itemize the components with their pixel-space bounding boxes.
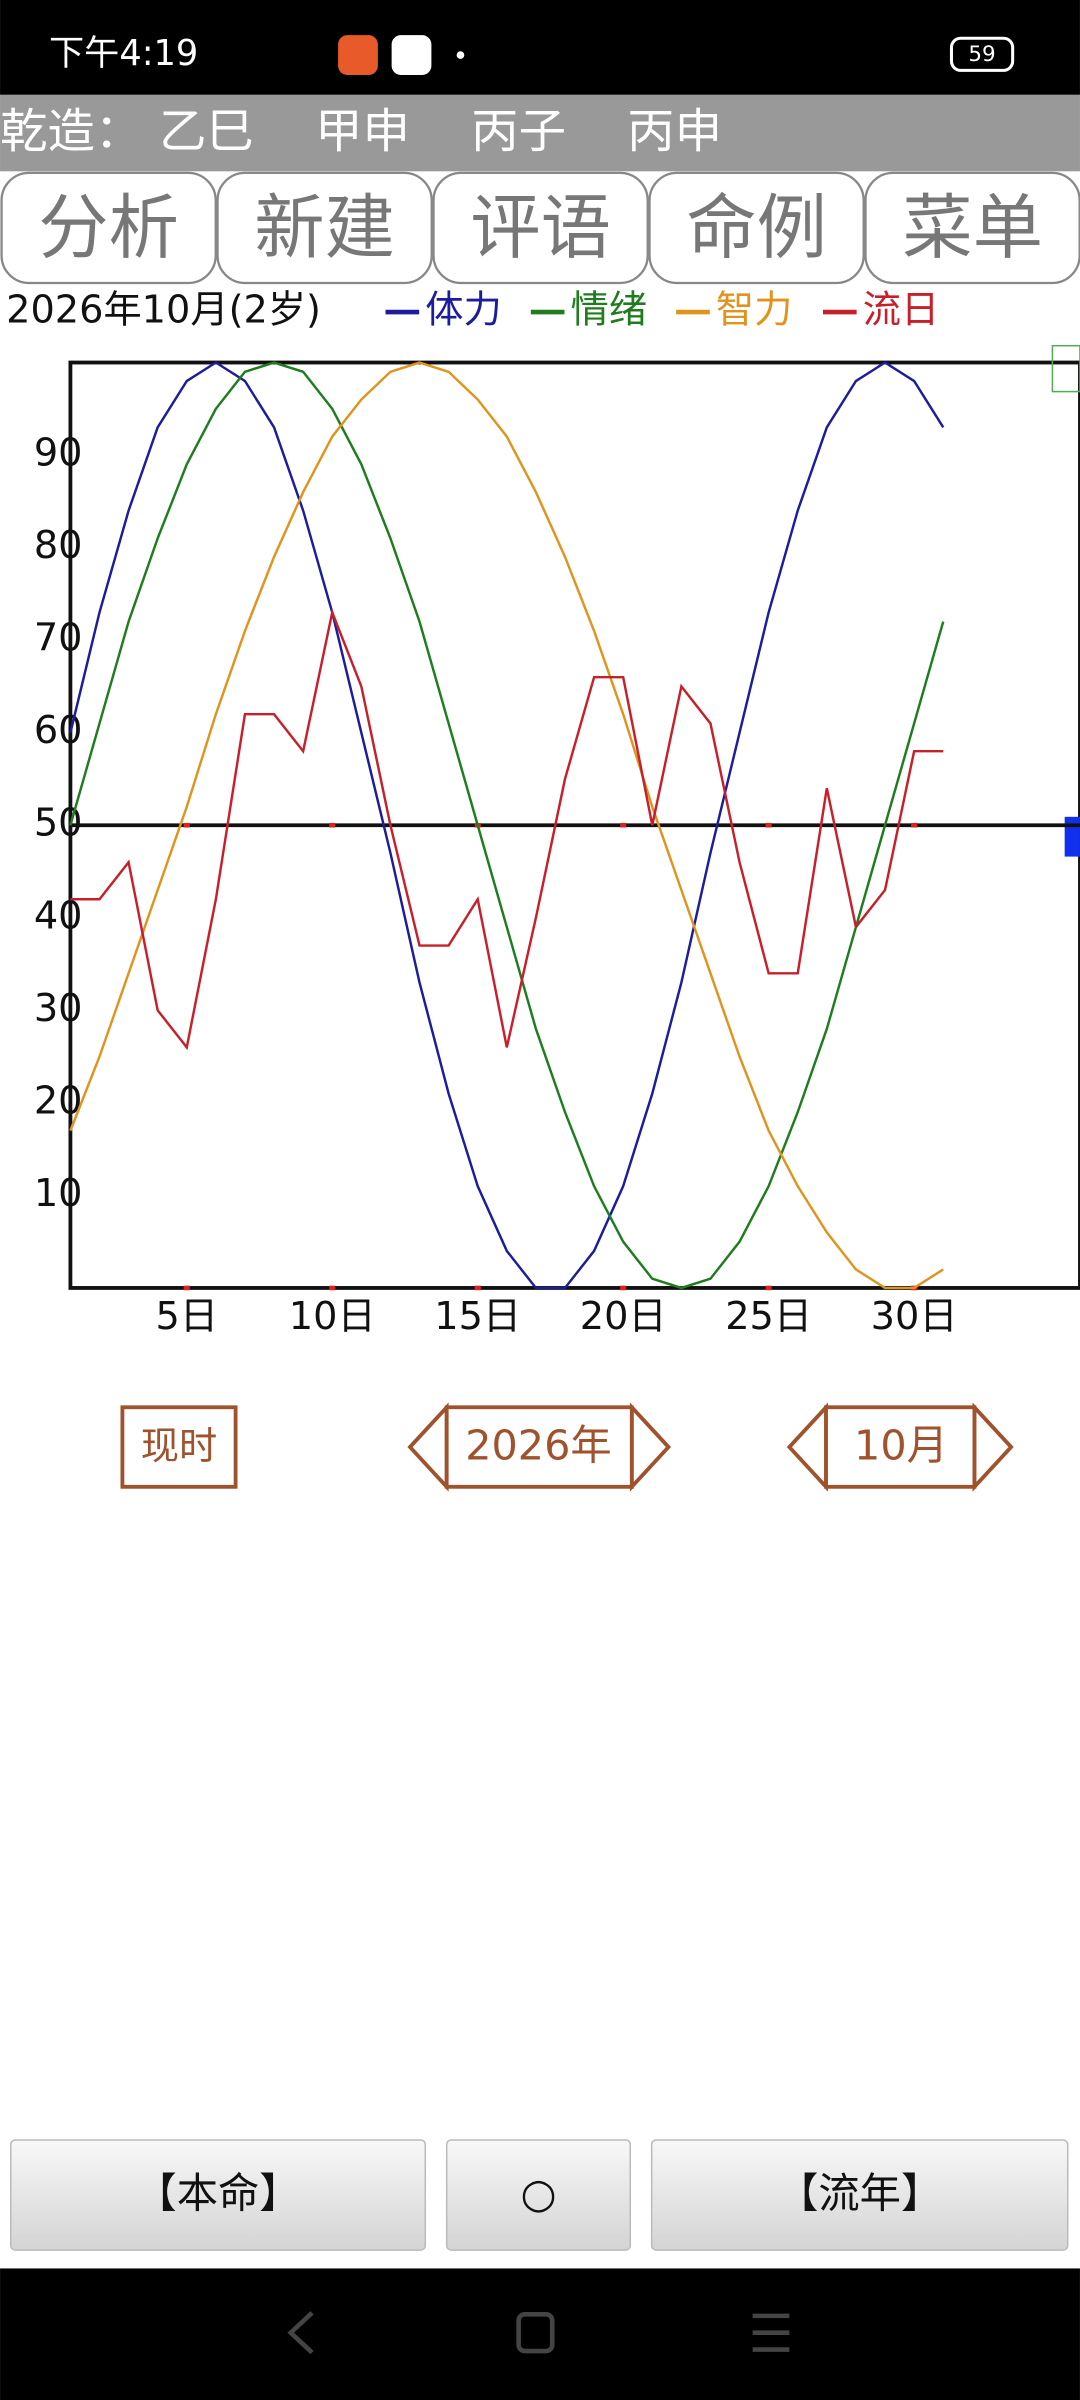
header-bar [0,94,1080,172]
battery [949,36,1015,72]
pillar: 乙巳 [159,105,254,160]
nav-home[interactable] [516,2312,555,2354]
tab-label: 命例 [686,187,827,269]
now-button[interactable] [120,1405,238,1489]
series-line [69,361,944,1290]
legend-label: 流日 [863,289,939,333]
bottom-button-label: ○ [520,2170,556,2218]
now-label: 现时 [141,1425,217,1469]
year-button[interactable] [444,1405,634,1489]
nav-menu[interactable] [752,2313,790,2352]
y-tick-label: 20 [34,1079,83,1123]
tab[interactable] [432,171,649,285]
bottom-buttons: 【本命】 ○ 【流年】 [9,2139,1069,2251]
tab-label: 评语 [470,187,611,269]
dot [456,51,465,59]
y-tick-label: 30 [34,987,83,1031]
controls: 现时 2026年 10月 [120,1402,1014,1492]
y-tick-label: 70 [34,617,83,661]
grid-icon [1051,344,1080,393]
y-tick-label: 80 [34,524,83,568]
y-tick-label: 40 [34,894,83,938]
bottom-button[interactable] [650,2139,1069,2251]
x-tick-label: 5日 [155,1295,218,1339]
pillar: 甲申 [315,105,410,160]
header-label: 乾造： [0,105,142,160]
x-tick-label: 10日 [289,1295,376,1339]
year-label: 2026年 [465,1422,611,1470]
x-tick-label: 25日 [725,1295,812,1339]
tab[interactable] [648,171,865,285]
tab-label: 分析 [38,187,179,269]
series-line [69,361,945,1290]
bottom-button[interactable] [445,2139,632,2251]
x-tick-label: 15日 [434,1295,521,1339]
series-line [69,361,945,1290]
pillar: 丙申 [627,105,722,160]
legend-label: 情绪 [571,289,647,333]
y-tick-label: 10 [34,1172,83,1216]
clock: 下午4:19 [49,33,198,74]
scroll-indicator [1064,816,1080,857]
bottom-button-label: 【流年】 [777,2170,942,2218]
x-tick-label: 20日 [580,1295,667,1339]
month-label: 10月 [854,1422,948,1470]
tab-label: 新建 [254,187,395,269]
battery-level: 59 [968,42,995,67]
y-tick-label: 90 [34,432,83,476]
tab[interactable] [216,171,433,285]
series-line [70,608,944,1051]
app-icon [391,35,432,75]
x-tick-label: 30日 [871,1295,958,1339]
legend-label: 智力 [716,289,792,333]
month-button[interactable] [824,1405,977,1489]
tab-bar: 分析 新建 评语 命例 菜单 [0,171,1080,285]
app-icon [338,35,378,75]
status-bar [0,0,1080,95]
nav-bar [0,2268,1080,2400]
bottom-button-label: 【本命】 [135,2170,300,2218]
bottom-button[interactable] [9,2139,427,2251]
chart-title: 2026年10月(2岁) [6,289,321,333]
legend-label: 体力 [425,289,501,333]
nav-back[interactable] [287,2311,314,2355]
tab-label: 菜单 [902,187,1043,269]
tab[interactable] [0,171,217,285]
pillar: 丙子 [471,105,566,160]
